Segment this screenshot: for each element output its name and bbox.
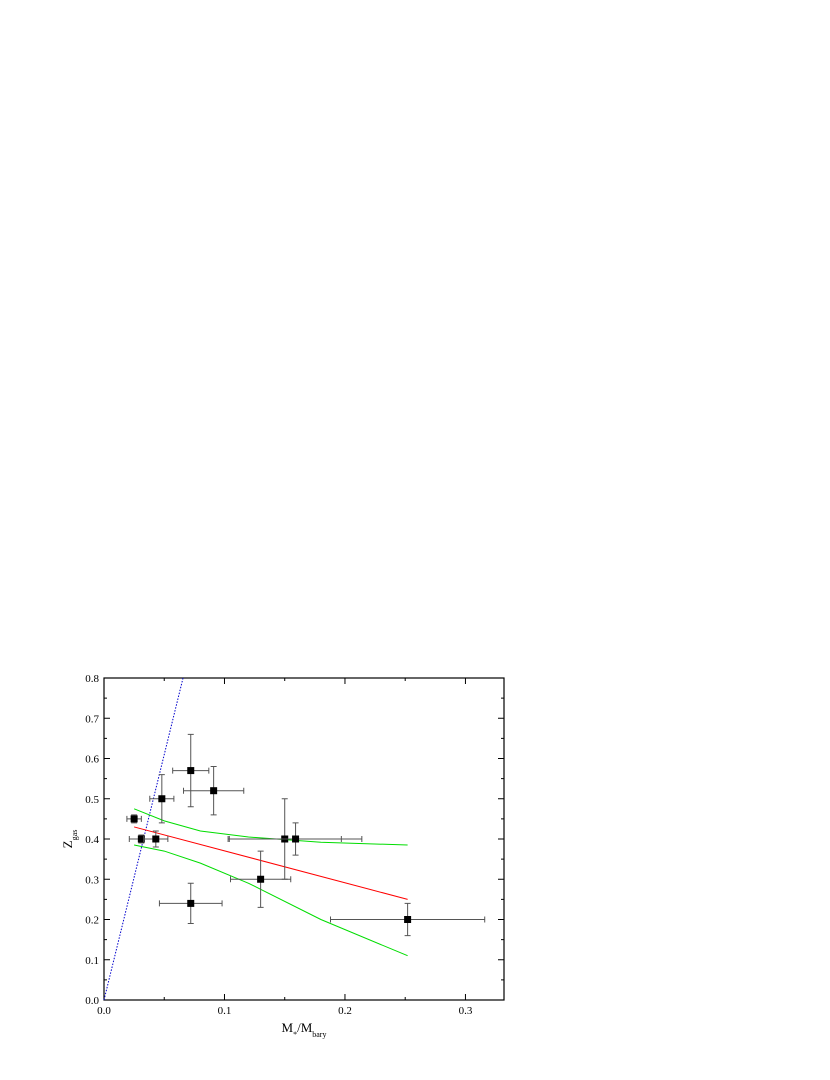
point bbox=[187, 899, 195, 907]
point bbox=[210, 787, 218, 795]
point bbox=[187, 767, 195, 775]
x-axis-label-sub: bary bbox=[312, 1030, 326, 1039]
x-tick-label: 0.2 bbox=[338, 1005, 352, 1017]
x-axis-label-text: /M bbox=[297, 1020, 313, 1035]
point bbox=[158, 795, 166, 803]
x-tick-label: 0.1 bbox=[218, 1005, 232, 1017]
point bbox=[292, 835, 300, 843]
fit-line bbox=[134, 844, 408, 957]
y-tick-label: 0.0 bbox=[85, 995, 99, 1007]
y-tick-label: 0.1 bbox=[85, 955, 99, 967]
y-axis-label: Zgas bbox=[60, 830, 79, 849]
x-tick-label: 0.3 bbox=[459, 1005, 473, 1017]
point bbox=[130, 815, 138, 823]
y-tick-label: 0.7 bbox=[85, 713, 99, 725]
fit-line bbox=[133, 826, 408, 900]
y-axis-label-sub: gas bbox=[70, 830, 79, 841]
y-tick-label: 0.4 bbox=[85, 834, 99, 846]
point bbox=[137, 835, 145, 843]
x-axis-label-sub: * bbox=[293, 1030, 297, 1039]
point bbox=[152, 835, 160, 843]
y-tick-label: 0.2 bbox=[85, 915, 99, 927]
x-axis-label: M*/Mbary bbox=[282, 1020, 327, 1039]
x-axis-label-text: M bbox=[282, 1020, 294, 1035]
y-tick-label: 0.3 bbox=[85, 874, 99, 886]
y-tick-label: 0.6 bbox=[85, 754, 99, 766]
point bbox=[257, 875, 265, 883]
point bbox=[404, 916, 412, 923]
x-tick-label: 0.0 bbox=[97, 1005, 111, 1017]
y-tick-label: 0.5 bbox=[85, 794, 99, 806]
y-axis-label-text: Z bbox=[60, 840, 75, 848]
y-tick-label: 0.8 bbox=[85, 673, 99, 685]
fit-line bbox=[133, 808, 408, 846]
